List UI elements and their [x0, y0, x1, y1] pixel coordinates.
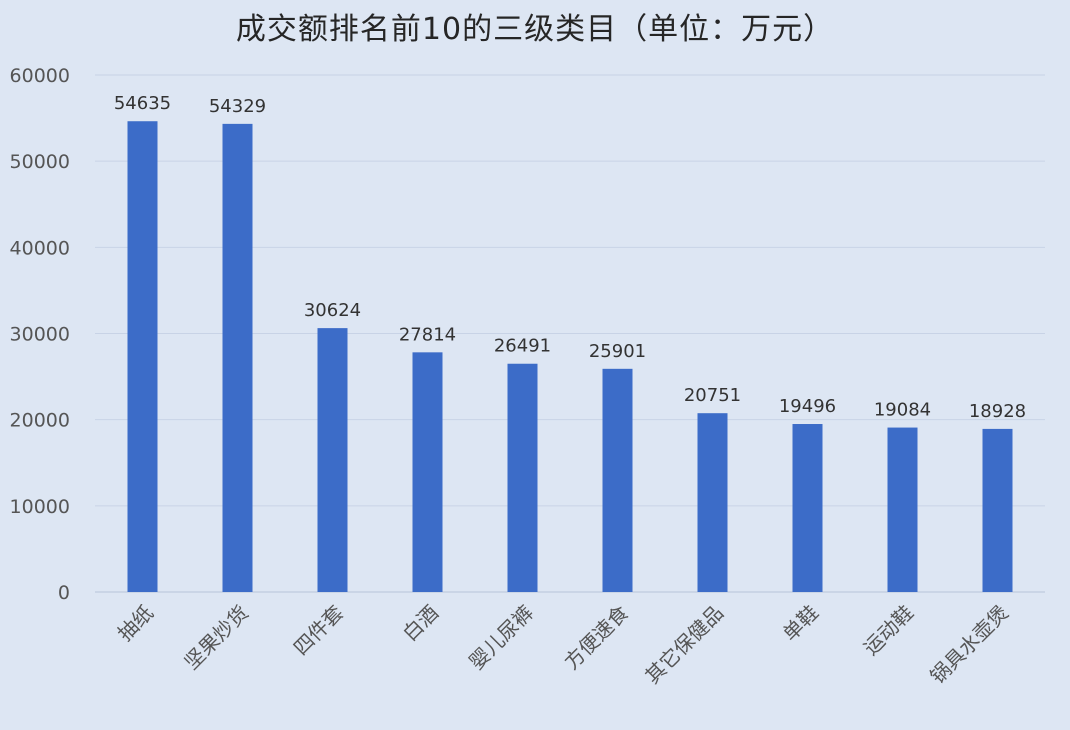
bar: [127, 121, 158, 592]
grid-lines: [95, 74, 1045, 593]
category-label: 四件套: [289, 601, 348, 660]
category-labels: 抽纸 坚果炒货 四件套 白酒 婴儿尿裤 方便速食 其它保健品 单鞋 运动鞋 锅具水壶煲: [113, 601, 1013, 689]
bar: [602, 368, 633, 592]
bar: [792, 424, 823, 592]
bar: [697, 413, 728, 592]
bars: [127, 121, 1013, 593]
bar: [982, 428, 1013, 592]
category-label: 单鞋: [778, 601, 823, 646]
bar: [507, 363, 538, 592]
y-tick-label: 0: [58, 582, 70, 604]
category-label: 方便速食: [559, 601, 633, 675]
data-label: 54635: [114, 93, 171, 114]
chart-title: 成交额排名前10的三级类目（单位：万元）: [235, 12, 835, 47]
data-label: 19496: [779, 396, 836, 417]
category-label: 婴儿尿裤: [464, 601, 538, 675]
y-tick-label: 50000: [10, 151, 70, 173]
category-label: 坚果炒货: [179, 601, 253, 675]
category-label: 运动鞋: [859, 601, 918, 660]
category-label: 其它保健品: [640, 601, 728, 689]
data-label: 30624: [304, 300, 361, 321]
y-tick-label: 20000: [10, 410, 70, 432]
data-label: 19084: [874, 400, 931, 421]
y-tick-label: 40000: [10, 237, 70, 259]
y-tick-label: 60000: [10, 65, 70, 87]
data-label: 26491: [494, 336, 551, 357]
bar: [412, 352, 443, 592]
data-label: 25901: [589, 341, 646, 362]
y-axis-ticks: 0 10000 20000 30000 40000 50000 60000: [10, 65, 70, 604]
category-label: 抽纸: [113, 601, 158, 646]
bar: [887, 427, 918, 592]
data-labels: 54635 54329 30624 27814 26491 25901 20751 19496…: [114, 93, 1026, 422]
bar: [222, 123, 253, 593]
data-label: 20751: [684, 385, 741, 406]
y-tick-label: 30000: [10, 324, 70, 346]
bar: [317, 328, 348, 592]
category-label: 白酒: [398, 601, 443, 646]
data-label: 54329: [209, 96, 266, 117]
category-label: 锅具水壶煲: [925, 601, 1013, 689]
y-tick-label: 10000: [10, 496, 70, 518]
data-label: 18928: [969, 401, 1026, 422]
data-label: 27814: [399, 324, 456, 345]
